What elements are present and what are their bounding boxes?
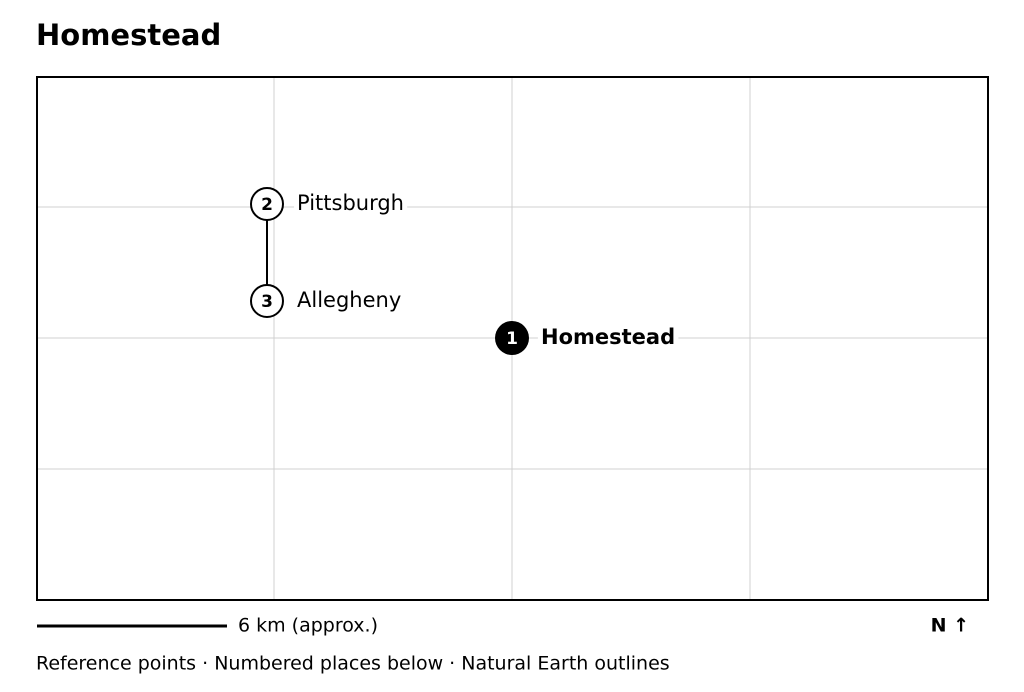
place-label: Pittsburgh	[297, 191, 404, 215]
place-label: Allegheny	[297, 288, 401, 312]
place-1: 1 Homestead	[495, 320, 680, 355]
scale-label: 6 km (approx.)	[238, 615, 378, 637]
marker-number: 1	[506, 329, 518, 349]
north-arrow: N ↑	[931, 615, 969, 637]
marker-number: 2	[261, 195, 273, 215]
title: Homestead	[36, 18, 221, 52]
marker	[250, 187, 284, 221]
map-frame	[36, 76, 989, 601]
place-3: 3 Allegheny	[250, 283, 406, 318]
marker-number: 3	[261, 292, 273, 312]
place-label: Homestead	[541, 325, 675, 349]
marker	[250, 284, 284, 318]
marker	[495, 321, 529, 355]
place-2: 2 Pittsburgh	[250, 186, 409, 221]
footer: Reference points · Numbered places below…	[36, 653, 670, 675]
